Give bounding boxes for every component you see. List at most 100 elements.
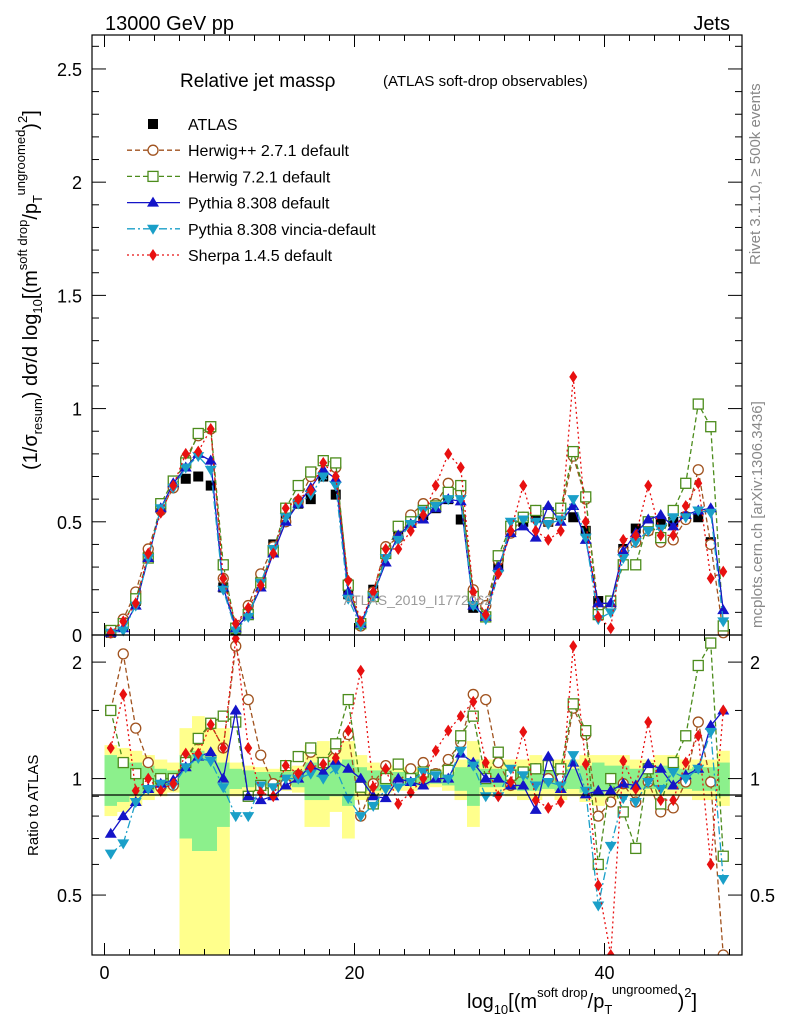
legend-entry-herwig-7-2-1-default: Herwig 7.2.1 default bbox=[127, 169, 331, 186]
ratio-point-pythia-8-308-default bbox=[592, 784, 605, 795]
y-tick-label: 2.5 bbox=[57, 60, 82, 80]
point-pythia-8-308-default bbox=[492, 561, 505, 572]
ratio-line-herwig-7-2-1-default bbox=[110, 640, 724, 865]
ratio-point-pythia-8-308-vincia-default bbox=[567, 751, 580, 762]
point-sherpa-1-4-5-default bbox=[106, 626, 115, 639]
point-sherpa-1-4-5-default bbox=[431, 479, 440, 492]
point-pythia-8-308-default bbox=[542, 499, 555, 510]
ratio-point-herwig-7-2-1-default bbox=[680, 730, 692, 742]
point-pythia-8-308-vincia-default bbox=[317, 472, 330, 483]
line-pythia-8-308-vincia-default bbox=[110, 455, 724, 634]
point-sherpa-1-4-5-default bbox=[419, 509, 428, 521]
legend-label: Herwig 7.2.1 default bbox=[188, 169, 331, 186]
ratio-point-pythia-8-308-vincia-default bbox=[342, 794, 355, 805]
ratio-point-sherpa-1-4-5-default bbox=[319, 758, 328, 771]
point-herwig-7-2-1-default bbox=[330, 457, 342, 469]
analysis-watermark: ATLAS_2019_I1772062 bbox=[344, 592, 493, 608]
ratio-point-pythia-8-308-default bbox=[667, 779, 680, 790]
point-sherpa-1-4-5-default bbox=[406, 524, 415, 537]
ratio-point-pythia-8-308-default bbox=[704, 719, 717, 730]
point-herwig-7-2-1-default bbox=[705, 421, 717, 433]
point-herwig-7-2-1-default bbox=[680, 477, 692, 489]
ratio-point-sherpa-1-4-5-default bbox=[269, 790, 278, 803]
ratio-point-sherpa-1-4-5-default bbox=[344, 724, 353, 737]
ratio-point-sherpa-1-4-5-default bbox=[556, 795, 565, 808]
band-green bbox=[104, 755, 118, 806]
point-atlas bbox=[568, 512, 579, 523]
legend-label: ATLAS bbox=[188, 117, 238, 134]
ratio-point-pythia-8-308-default bbox=[254, 794, 267, 805]
point-herwig-7-2-1-default bbox=[305, 466, 317, 478]
point-sherpa-1-4-5-default bbox=[531, 524, 540, 537]
y-axis-label-main: (1/σresum) dσ/d log10[(msoft drop/pTungr… bbox=[13, 110, 45, 470]
point-pythia-8-308-default bbox=[592, 597, 605, 608]
ratio-point-pythia-8-308-default bbox=[642, 758, 655, 769]
ratio-y-tick-label: 1 bbox=[72, 770, 82, 790]
ratio-point-sherpa-1-4-5-default bbox=[431, 744, 440, 757]
point-pythia-8-308-vincia-default bbox=[517, 515, 530, 526]
point-sherpa-1-4-5-default bbox=[356, 615, 365, 628]
ratio-point-pythia-8-308-default bbox=[104, 827, 117, 838]
point-pythia-8-308-default bbox=[654, 509, 667, 519]
ratio-series-sherpa-1-4-5-default bbox=[106, 635, 728, 955]
ratio-y-tick-label-right: 0.5 bbox=[750, 886, 775, 906]
legend: ATLAS Herwig++ 2.7.1 default Herwig 7.2.1 … bbox=[127, 117, 376, 265]
point-sherpa-1-4-5-default bbox=[281, 502, 290, 515]
ratio-point-pythia-8-308-vincia-default bbox=[154, 779, 167, 790]
ratio-point-herwig-7-2-1-default bbox=[567, 698, 579, 710]
legend-label: Pythia 8.308 default bbox=[188, 196, 330, 213]
point-pythia-8-308-vincia-default bbox=[279, 513, 292, 524]
point-herwig-7-2-1-default bbox=[630, 559, 642, 571]
point-pythia-8-308-vincia-default bbox=[392, 535, 405, 546]
band-green bbox=[629, 768, 643, 789]
ratio-point-sherpa-1-4-5-default bbox=[681, 756, 690, 769]
ratio-point-sherpa-1-4-5-default bbox=[631, 782, 640, 795]
ratio-point-pythia-8-308-vincia-default bbox=[604, 841, 617, 852]
band-green bbox=[192, 750, 205, 851]
ratio-y-tick-label-right: 2 bbox=[750, 653, 760, 673]
point-herwig-7-2-1-default bbox=[555, 502, 567, 514]
ratio-point-sherpa-1-4-5-default bbox=[469, 695, 478, 708]
ratio-point-herwig-7-2-1-default bbox=[580, 725, 592, 737]
ratio-point-pythia-8-308-vincia-default bbox=[704, 727, 717, 738]
x-axis-label: log10[(msoft drop/pTungroomed)2] bbox=[467, 982, 697, 1017]
y-axis-label-ratio: Ratio to ATLAS bbox=[25, 755, 42, 856]
point-pythia-8-308-vincia-default bbox=[704, 508, 717, 519]
ratio-point-pythia-8-308-vincia-default bbox=[467, 761, 480, 772]
point-sherpa-1-4-5-default bbox=[581, 515, 590, 528]
energy-label: 13000 GeV pp bbox=[105, 13, 234, 35]
ratio-point-pythia-8-308-default bbox=[492, 772, 505, 783]
ratio-panel-series bbox=[104, 635, 730, 955]
ratio-point-herwig-2-7-1-default bbox=[705, 776, 717, 788]
ratio-point-sherpa-1-4-5-default bbox=[456, 710, 465, 723]
point-pythia-8-308-vincia-default bbox=[379, 554, 392, 565]
series-sherpa-1-4-5-default bbox=[106, 370, 728, 639]
ratio-point-sherpa-1-4-5-default bbox=[356, 664, 365, 677]
ratio-point-pythia-8-308-vincia-default bbox=[179, 763, 192, 774]
point-pythia-8-308-vincia-default bbox=[454, 495, 467, 506]
point-sherpa-1-4-5-default bbox=[506, 524, 515, 537]
point-sherpa-1-4-5-default bbox=[544, 533, 553, 546]
ratio-point-sherpa-1-4-5-default bbox=[181, 747, 190, 760]
ratio-point-herwig-2-7-1-default bbox=[255, 749, 267, 761]
ratio-point-pythia-8-308-vincia-default bbox=[217, 783, 230, 794]
ratio-point-herwig-7-2-1-default bbox=[105, 704, 117, 717]
point-pythia-8-308-default bbox=[342, 585, 355, 596]
ratio-point-herwig-7-2-1-default bbox=[292, 750, 304, 763]
point-pythia-8-308-vincia-default bbox=[679, 513, 692, 524]
ratio-point-sherpa-1-4-5-default bbox=[106, 741, 115, 754]
point-sherpa-1-4-5-default bbox=[594, 610, 603, 623]
plot-title: Relative jet massρ bbox=[180, 71, 336, 92]
ratio-point-sherpa-1-4-5-default bbox=[544, 801, 553, 814]
point-atlas bbox=[193, 471, 204, 482]
point-pythia-8-308-vincia-default bbox=[717, 617, 730, 628]
ratio-point-pythia-8-308-vincia-default bbox=[642, 777, 655, 788]
ratio-point-pythia-8-308-vincia-default bbox=[429, 771, 442, 782]
legend-entry-sherpa-1-4-5-default: Sherpa 1.4.5 default bbox=[127, 248, 333, 265]
point-sherpa-1-4-5-default bbox=[469, 585, 478, 598]
ratio-point-herwig-7-2-1-default bbox=[492, 746, 504, 758]
point-sherpa-1-4-5-default bbox=[306, 484, 315, 497]
jets-label: Jets bbox=[693, 13, 730, 35]
point-herwig-7-2-1-default bbox=[292, 479, 304, 492]
ratio-point-sherpa-1-4-5-default bbox=[244, 741, 253, 754]
